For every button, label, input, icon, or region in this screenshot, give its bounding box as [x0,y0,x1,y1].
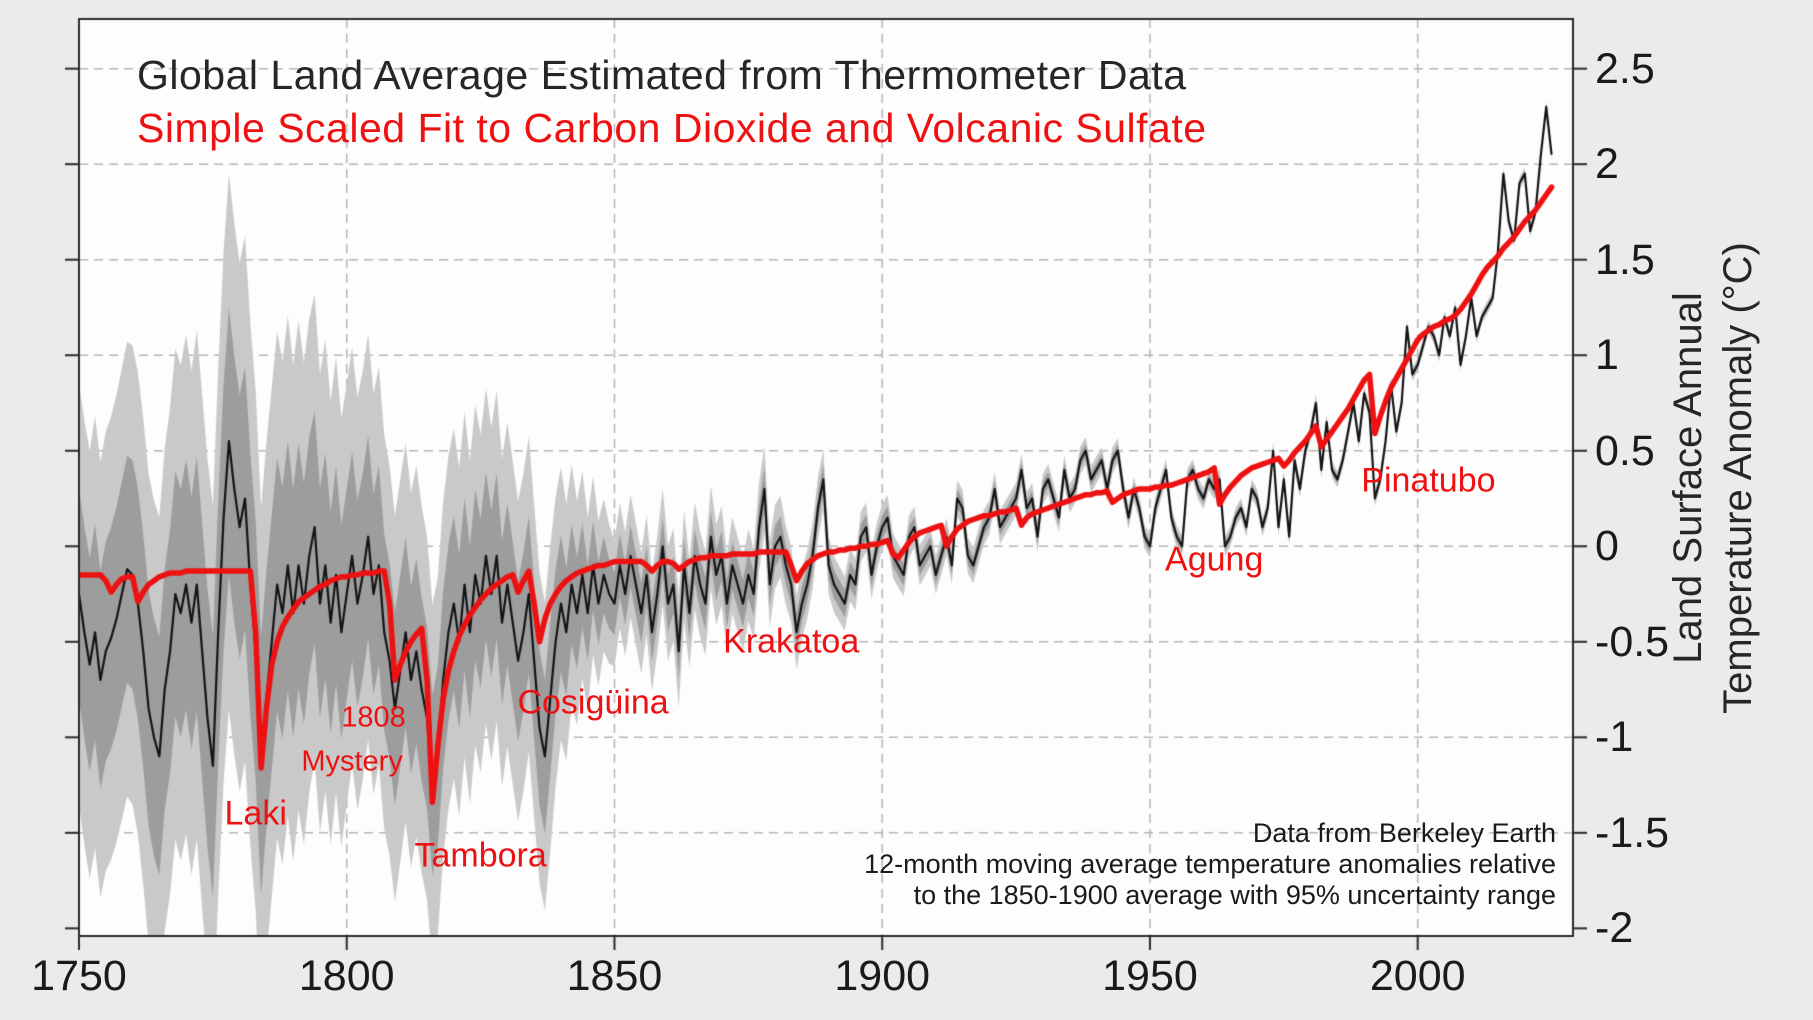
volcano-label-mystery: Mystery [301,745,403,778]
x-tick-label: 1950 [1102,952,1198,1000]
y-tick-label: 1 [1595,331,1619,380]
y-axis-label: Land Surface Annual Temperature Anomaly … [1663,158,1767,798]
source-note-line1: Data from Berkeley Earth [1252,818,1556,848]
y-tick-label: -1.5 [1595,808,1670,857]
volcano-label-tambora: Tambora [414,836,547,875]
x-tick-label: 2000 [1369,952,1466,1000]
volcano-label-1808: 1808 [341,701,406,734]
volcano-label-cosig-ina: Cosigüina [517,683,669,722]
volcano-label-agung: Agung [1165,540,1264,579]
y-tick-label: 2.5 [1595,44,1655,93]
x-tick-label: 1850 [566,952,663,1000]
y-axis-label-line2: Temperature Anomaly (°C) [1716,242,1760,714]
source-note-line3: to the 1850-1900 average with 95% uncert… [913,880,1556,910]
y-tick-label: 2 [1595,140,1619,189]
x-tick-label: 1900 [834,952,931,1000]
volcano-label-krakatoa: Krakatoa [723,622,860,661]
y-tick-label: -1 [1595,713,1634,762]
chart-title: Global Land Average Estimated from Therm… [137,52,1187,98]
source-note-line2: 12-month moving average temperature anom… [864,849,1556,879]
source-note: Data from Berkeley Earth 12-month moving… [864,818,1556,911]
y-tick-label: -2 [1595,904,1634,953]
volcano-label-laki: Laki [224,794,287,833]
y-tick-label: 1.5 [1595,235,1655,284]
x-tick-label: 1800 [298,952,395,1000]
y-tick-label: -0.5 [1595,617,1670,666]
x-tick-label: 1750 [31,952,127,1000]
y-tick-label: 0.5 [1595,426,1655,475]
y-axis-label-line1: Land Surface Annual [1666,292,1710,664]
volcano-label-pinatubo: Pinatubo [1361,461,1496,500]
y-tick-label: 0 [1595,522,1619,571]
chart-subtitle: Simple Scaled Fit to Carbon Dioxide and … [137,105,1207,151]
